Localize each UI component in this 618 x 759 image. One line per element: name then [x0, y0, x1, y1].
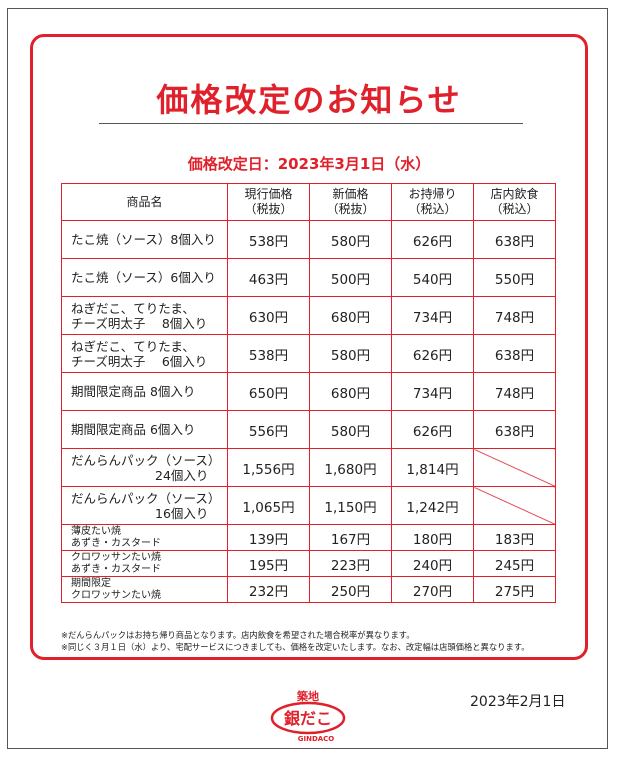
- header-takeout-price: お持帰り （税込）: [391, 183, 474, 221]
- not-applicable-cell: [473, 486, 556, 525]
- table-row: 期間限定商品 8個入り 650円 680円 734円 748円: [61, 372, 556, 411]
- gindaco-logo: 築地 銀だこ GINDACO: [268, 688, 348, 744]
- eatin-price: 748円: [473, 296, 556, 335]
- table-row: たこ焼（ソース）8個入り 538円 580円 626円 638円: [61, 220, 556, 259]
- current-price: 1,065円: [227, 486, 310, 525]
- eatin-price: 748円: [473, 372, 556, 411]
- takeout-price: 240円: [391, 550, 474, 577]
- new-price: 250円: [309, 576, 392, 603]
- logo-sub-text: GINDACO: [298, 735, 335, 743]
- current-price: 538円: [227, 334, 310, 373]
- header-new-price: 新価格 （税抜）: [309, 183, 392, 221]
- eatin-price: 550円: [473, 258, 556, 297]
- new-price: 580円: [309, 334, 392, 373]
- table-row: だんらんパック（ソース） 16個入り 1,065円 1,150円 1,242円: [61, 486, 556, 525]
- logo-outline: [270, 701, 346, 735]
- takeout-price: 626円: [391, 334, 474, 373]
- takeout-price: 626円: [391, 410, 474, 449]
- product-name: たこ焼（ソース）8個入り: [61, 220, 228, 259]
- footnote-2: ※同じく３月１日（水）より、宅配サービスにつきましても、価格を改定いたします。な…: [61, 642, 530, 652]
- product-name: ねぎだこ、てりたま、 チーズ明太子 6個入り: [61, 334, 228, 373]
- logo-main-text: 銀だこ: [284, 709, 332, 728]
- header-eatin-price: 店内飲食 （税込）: [473, 183, 556, 221]
- new-price: 167円: [309, 524, 392, 551]
- eatin-price: 638円: [473, 220, 556, 259]
- new-price: 223円: [309, 550, 392, 577]
- product-name: たこ焼（ソース）6個入り: [61, 258, 228, 297]
- new-price: 680円: [309, 372, 392, 411]
- table-row: ねぎだこ、てりたま、 チーズ明太子 8個入り 630円 680円 734円 748…: [61, 296, 556, 335]
- current-price: 195円: [227, 550, 310, 577]
- product-name: だんらんパック（ソース） 16個入り: [61, 486, 228, 525]
- eatin-price: 638円: [473, 334, 556, 373]
- product-name: だんらんパック（ソース） 24個入り: [61, 448, 228, 487]
- current-price: 650円: [227, 372, 310, 411]
- current-price: 463円: [227, 258, 310, 297]
- takeout-price: 1,814円: [391, 448, 474, 487]
- price-table: 商品名 現行価格 （税抜） 新価格 （税抜） お持帰り （税込） 店内飲食 （税込） た…: [61, 183, 556, 603]
- gindaco-logo-graphic: 築地 銀だこ GINDACO: [270, 689, 346, 743]
- current-price: 630円: [227, 296, 310, 335]
- current-price: 538円: [227, 220, 310, 259]
- table-row: 期間限定 クロワッサンたい焼 232円 250円 270円 275円: [61, 576, 556, 603]
- new-price: 500円: [309, 258, 392, 297]
- takeout-price: 1,242円: [391, 486, 474, 525]
- table-row: 薄皮たい焼 あずき・カスタード 139円 167円 180円 183円: [61, 524, 556, 551]
- current-price: 232円: [227, 576, 310, 603]
- table-row: だんらんパック（ソース） 24個入り 1,556円 1,680円 1,814円: [61, 448, 556, 487]
- table-row: ねぎだこ、てりたま、 チーズ明太子 6個入り 538円 580円 626円 638…: [61, 334, 556, 373]
- header-product: 商品名: [61, 183, 228, 221]
- notice-title: 価格改定のお知らせ: [156, 81, 462, 119]
- new-price: 1,680円: [309, 448, 392, 487]
- product-name: 薄皮たい焼 あずき・カスタード: [61, 524, 228, 551]
- product-name: 期間限定商品 8個入り: [61, 372, 228, 411]
- not-applicable-cell: [473, 448, 556, 487]
- footnote-1: ※だんらんパックはお持ち帰り商品となります。店内飲食を希望された場合税率が異なり…: [61, 630, 415, 640]
- table-row: クロワッサンたい焼 あずき・カスタード 195円 223円 240円 245円: [61, 550, 556, 577]
- current-price: 139円: [227, 524, 310, 551]
- takeout-price: 626円: [391, 220, 474, 259]
- notice-card: 価格改定のお知らせ 価格改定日：2023年3月1日（水） 商品名 現行価格 （税抜…: [30, 34, 588, 660]
- takeout-price: 270円: [391, 576, 474, 603]
- takeout-price: 180円: [391, 524, 474, 551]
- new-price: 580円: [309, 410, 392, 449]
- table-header-row: 商品名 現行価格 （税抜） 新価格 （税抜） お持帰り （税込） 店内飲食 （税込）: [61, 183, 556, 221]
- title-divider: [99, 123, 523, 124]
- takeout-price: 734円: [391, 372, 474, 411]
- eatin-price: 183円: [473, 524, 556, 551]
- table-row: たこ焼（ソース）6個入り 463円 500円 540円 550円: [61, 258, 556, 297]
- eatin-price: 275円: [473, 576, 556, 603]
- product-name: 期間限定商品 6個入り: [61, 410, 228, 449]
- logo-top-text: 築地: [296, 689, 319, 703]
- product-name: ねぎだこ、てりたま、 チーズ明太子 8個入り: [61, 296, 228, 335]
- table-row: 期間限定商品 6個入り 556円 580円 626円 638円: [61, 410, 556, 449]
- eatin-price: 245円: [473, 550, 556, 577]
- new-price: 680円: [309, 296, 392, 335]
- new-price: 580円: [309, 220, 392, 259]
- takeout-price: 540円: [391, 258, 474, 297]
- current-price: 1,556円: [227, 448, 310, 487]
- product-name: クロワッサンたい焼 あずき・カスタード: [61, 550, 228, 577]
- new-price: 1,150円: [309, 486, 392, 525]
- header-current-price: 現行価格 （税抜）: [227, 183, 310, 221]
- publish-date: 2023年2月1日: [470, 694, 566, 710]
- eatin-price: 638円: [473, 410, 556, 449]
- current-price: 556円: [227, 410, 310, 449]
- product-name: 期間限定 クロワッサンたい焼: [61, 576, 228, 603]
- takeout-price: 734円: [391, 296, 474, 335]
- revision-date: 価格改定日：2023年3月1日（水）: [187, 155, 431, 173]
